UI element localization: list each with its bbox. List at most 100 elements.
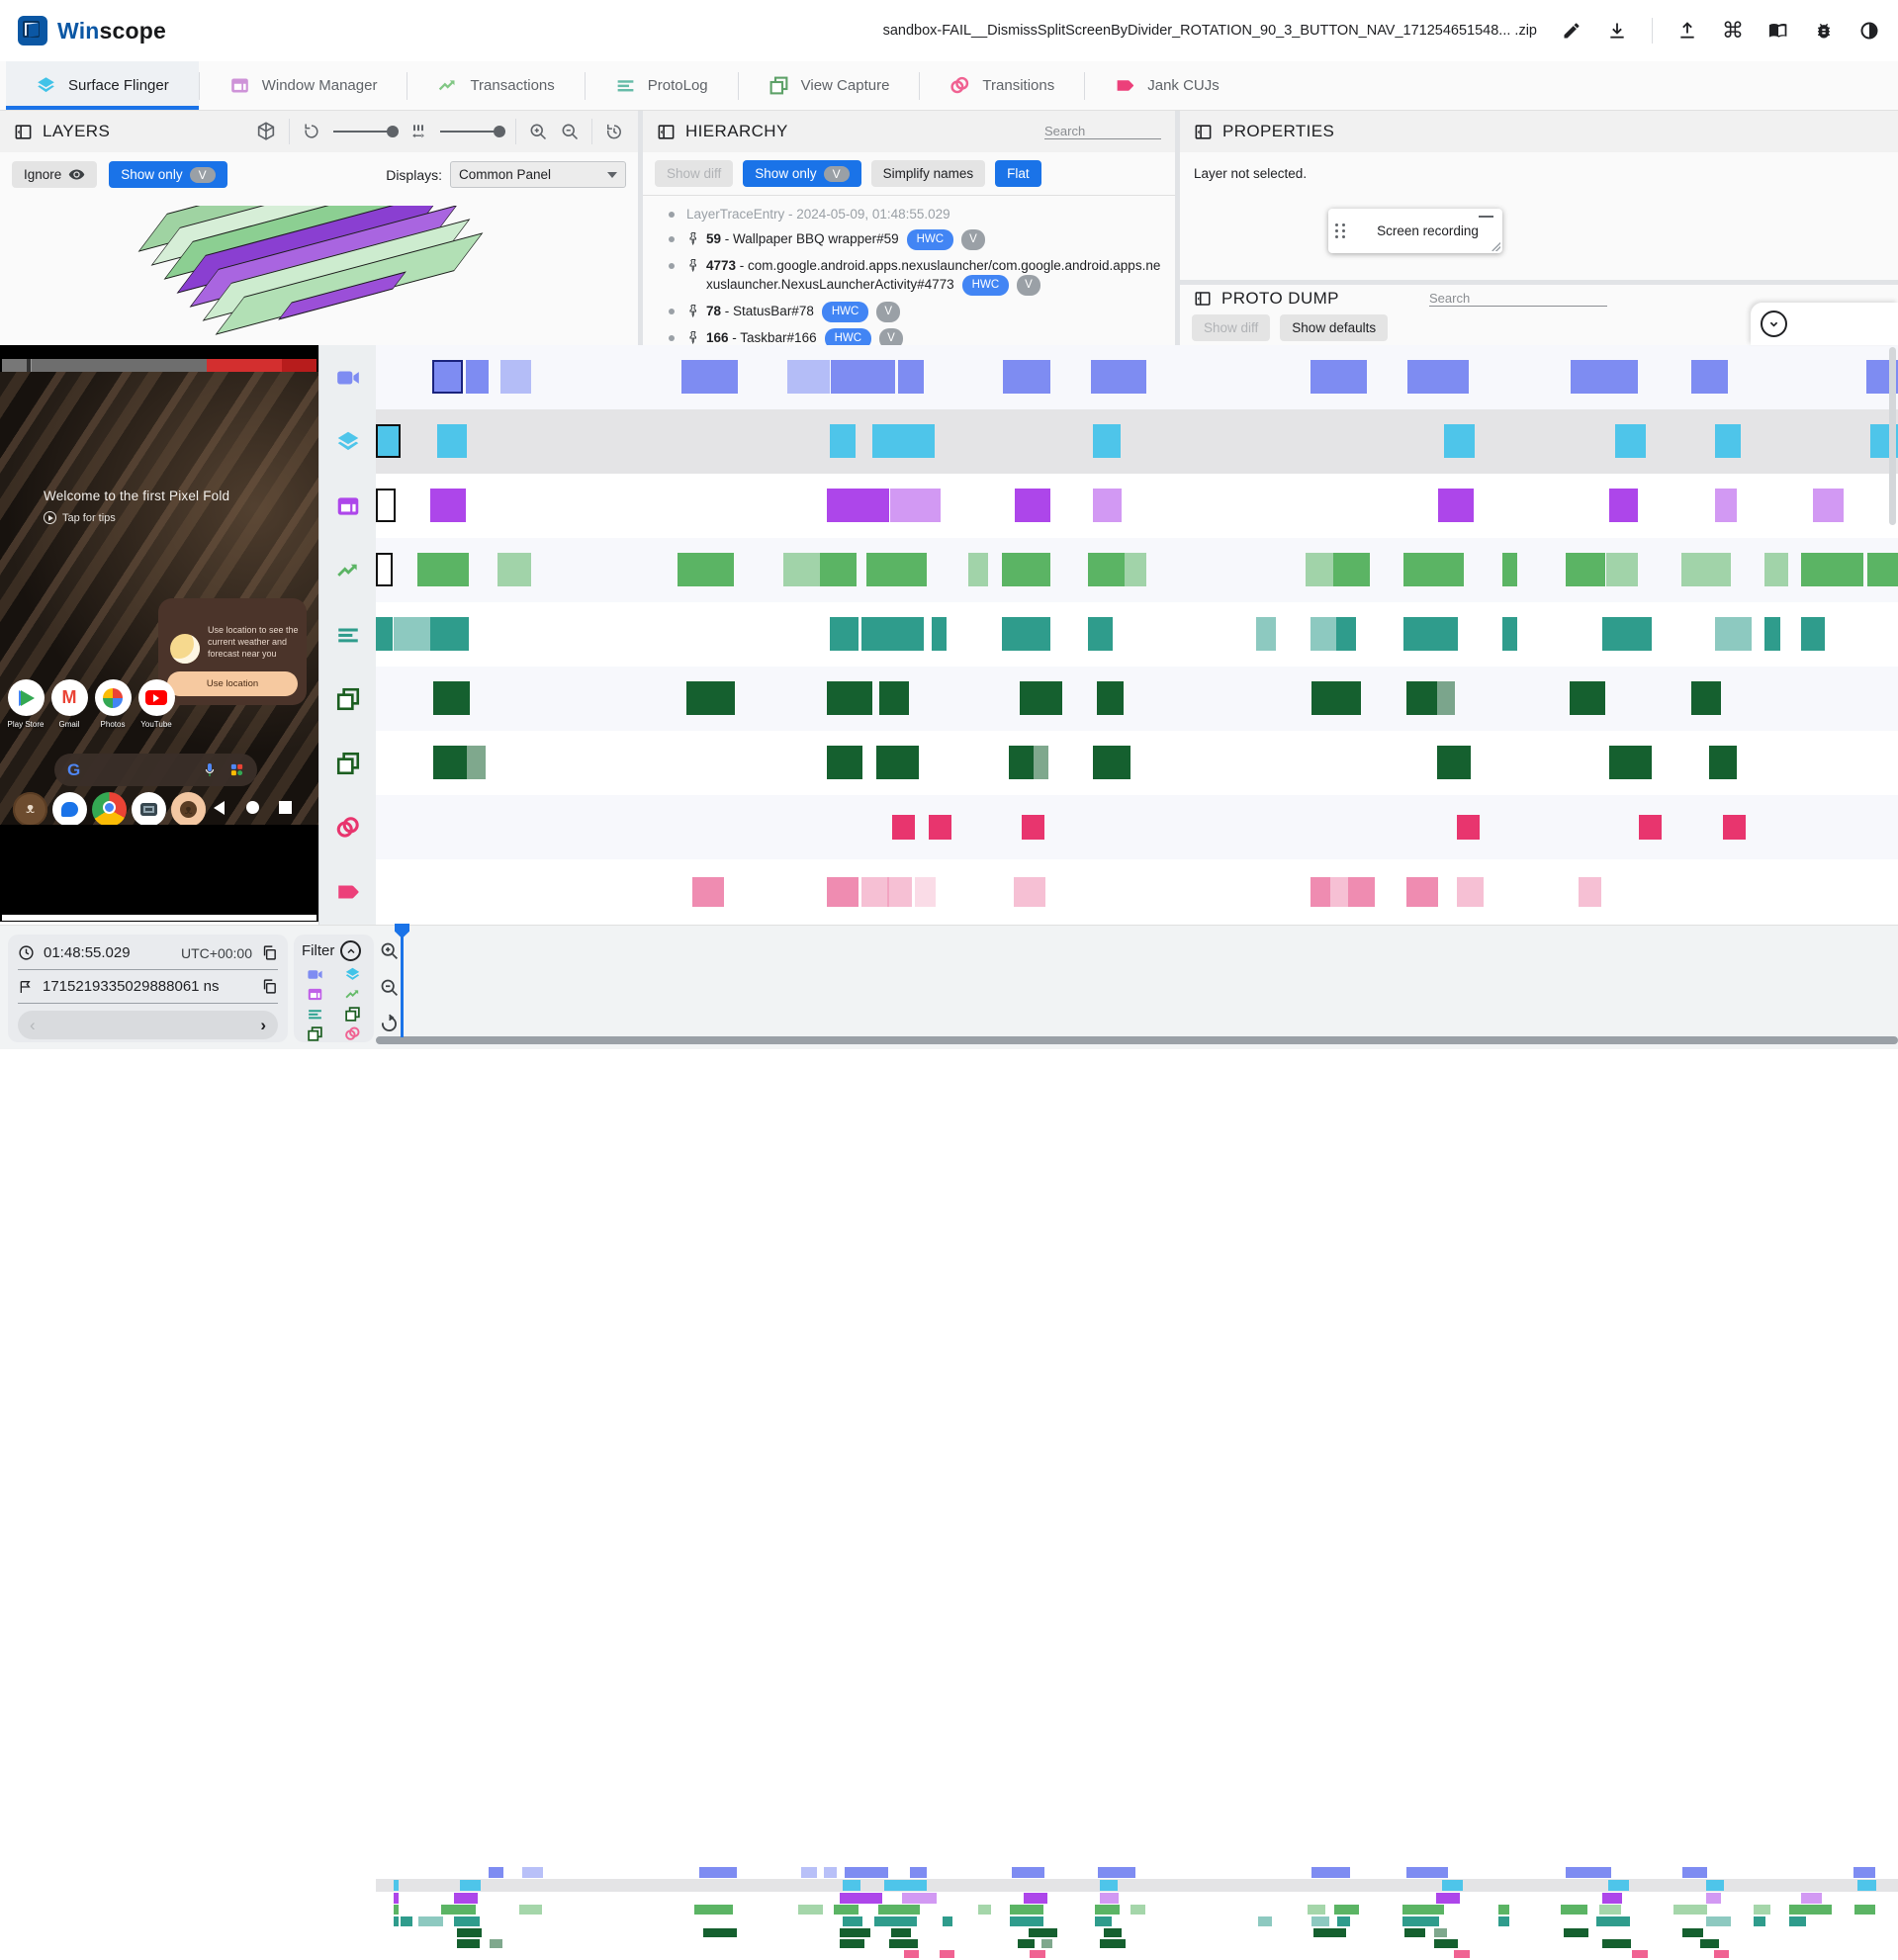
ignore-visibility-chip[interactable]: Ignore xyxy=(12,161,98,188)
trace-entry-block[interactable] xyxy=(1715,424,1742,458)
trace-entry-block[interactable] xyxy=(1715,489,1737,522)
trace-entry-block[interactable] xyxy=(1614,424,1646,458)
trace-entry-block[interactable] xyxy=(809,360,830,394)
trace-entry-block[interactable] xyxy=(876,746,920,779)
hierarchy-tree-row[interactable]: 4773 - com.google.android.apps.nexuslaun… xyxy=(643,253,1175,299)
hierarchy-tree-row[interactable]: 78 - StatusBar#78 HWC V xyxy=(643,299,1175,325)
hierarchy-show-diff-chip[interactable]: Show diff xyxy=(655,160,734,187)
track-lane-window-manager[interactable] xyxy=(376,474,1898,538)
tab-surface-flinger[interactable]: Surface Flinger xyxy=(6,61,199,110)
trace-entry-block[interactable] xyxy=(1255,617,1276,651)
trace-entry-block[interactable] xyxy=(1444,424,1476,458)
trace-entry-block[interactable] xyxy=(1019,681,1063,715)
resize-handle[interactable] xyxy=(1491,242,1500,251)
trace-entry-block[interactable] xyxy=(1608,489,1638,522)
trace-entry-block[interactable] xyxy=(1009,746,1034,779)
track-lane-screen-recording[interactable] xyxy=(376,345,1898,409)
trace-entry-block[interactable] xyxy=(1569,681,1606,715)
spacing-slider[interactable] xyxy=(440,126,505,137)
app-icon-photos[interactable]: Photos xyxy=(91,679,135,729)
trace-entry-block[interactable] xyxy=(1436,746,1471,779)
trace-entry-block[interactable] xyxy=(887,877,912,907)
trace-entry-block[interactable] xyxy=(1003,360,1050,394)
trace-entry-block[interactable] xyxy=(831,360,895,394)
trace-entry-block[interactable] xyxy=(500,360,531,394)
docs-icon[interactable] xyxy=(1767,20,1789,42)
displays-select[interactable]: Common Panel xyxy=(450,161,626,188)
collapse-panel-icon[interactable] xyxy=(1194,123,1213,141)
upload-icon[interactable] xyxy=(1676,20,1698,42)
track-lane-jank-cujs[interactable] xyxy=(376,859,1898,924)
trace-entry-block[interactable] xyxy=(465,360,489,394)
trace-entry-block[interactable] xyxy=(1092,424,1121,458)
prev-frame-button[interactable]: ‹ xyxy=(30,1015,36,1034)
filter-toggle-videocam-icon[interactable] xyxy=(307,966,323,983)
trace-entry-block[interactable] xyxy=(1033,746,1049,779)
track-icon-transactions[interactable] xyxy=(319,538,376,602)
shortcuts-icon[interactable]: ⌘ xyxy=(1722,18,1744,44)
trace-entry-block[interactable] xyxy=(783,553,821,586)
track-icon-view-capture-b[interactable] xyxy=(319,731,376,795)
trace-entry-block[interactable] xyxy=(1088,617,1113,651)
trace-entry-block[interactable] xyxy=(1333,553,1370,586)
trace-entry-block[interactable] xyxy=(1310,877,1330,907)
google-search-bar[interactable]: G xyxy=(54,754,257,786)
trace-entry-block[interactable] xyxy=(1402,617,1459,651)
trace-entry-block[interactable] xyxy=(1571,360,1638,394)
trace-entry-block[interactable] xyxy=(1709,746,1737,779)
trace-entry-block[interactable] xyxy=(1456,815,1480,840)
bug-icon[interactable] xyxy=(1813,20,1835,42)
trace-entry-block[interactable] xyxy=(1602,617,1652,651)
trace-entry-block[interactable] xyxy=(1092,489,1123,522)
trace-entry-block[interactable] xyxy=(1456,877,1485,907)
trace-entry-block[interactable] xyxy=(467,746,486,779)
track-icon-window-manager[interactable] xyxy=(319,474,376,538)
timeline-zoom-out-icon[interactable] xyxy=(377,975,401,999)
trace-entry-block[interactable] xyxy=(497,553,531,586)
trace-entry-block[interactable] xyxy=(826,746,863,779)
filter-toggle-lines-icon[interactable] xyxy=(307,1006,323,1023)
drag-handle-icon[interactable] xyxy=(1328,223,1353,238)
pin-icon[interactable] xyxy=(686,231,700,245)
trace-entry-block[interactable] xyxy=(1402,553,1465,586)
frame-nav-slider[interactable]: ‹ › xyxy=(18,1011,278,1039)
track-icon-view-capture-a[interactable] xyxy=(319,667,376,731)
trace-entry-block[interactable] xyxy=(786,360,810,394)
tab-transactions[interactable]: Transactions xyxy=(407,61,584,110)
trace-entry-block[interactable] xyxy=(431,360,463,394)
trace-entry-block[interactable] xyxy=(826,877,859,907)
track-lane-protolog[interactable] xyxy=(376,602,1898,667)
trace-entry-block[interactable] xyxy=(1097,681,1124,715)
trace-entry-block[interactable] xyxy=(436,424,468,458)
trace-entry-block[interactable] xyxy=(1578,877,1601,907)
trace-entry-block[interactable] xyxy=(1092,746,1131,779)
collapse-panel-icon[interactable] xyxy=(657,123,676,141)
zoom-in-icon[interactable] xyxy=(528,122,548,141)
hierarchy-tree-row[interactable]: 59 - Wallpaper BBQ wrapper#59 HWC V xyxy=(643,226,1175,253)
phone-tips-text[interactable]: Tap for tips xyxy=(44,511,116,524)
filter-toggle-window-icon[interactable] xyxy=(307,986,323,1003)
trace-entry-block[interactable] xyxy=(1329,877,1349,907)
reset-view-icon[interactable] xyxy=(604,122,624,141)
trace-entry-block[interactable] xyxy=(1125,553,1146,586)
trace-entry-block[interactable] xyxy=(914,877,937,907)
trace-entry-block[interactable] xyxy=(1723,815,1747,840)
android-settings-icon[interactable]: ᴥ xyxy=(13,792,47,827)
trace-entry-block[interactable] xyxy=(1867,553,1898,586)
timeline-zoom-reset-icon[interactable] xyxy=(377,1012,401,1035)
trace-entry-block[interactable] xyxy=(1812,489,1844,522)
trace-entry-block[interactable] xyxy=(928,815,951,840)
rotation-icon[interactable] xyxy=(302,122,321,141)
copy-icon[interactable] xyxy=(261,978,278,995)
hierarchy-tree-row[interactable]: 166 - Taskbar#166 HWC V xyxy=(643,325,1175,345)
recents-icon[interactable] xyxy=(279,801,292,814)
proto-dump-search-input[interactable] xyxy=(1429,291,1607,307)
trace-entry-block[interactable] xyxy=(1763,553,1789,586)
trace-entry-block[interactable] xyxy=(1681,553,1731,586)
pin-icon[interactable] xyxy=(686,304,700,317)
lanes-scrollbar[interactable] xyxy=(1889,347,1896,525)
trace-entry-block[interactable] xyxy=(1608,746,1652,779)
trace-entry-block[interactable] xyxy=(376,489,396,522)
trace-entry-block[interactable] xyxy=(1715,617,1753,651)
trace-entry-block[interactable] xyxy=(1001,617,1050,651)
